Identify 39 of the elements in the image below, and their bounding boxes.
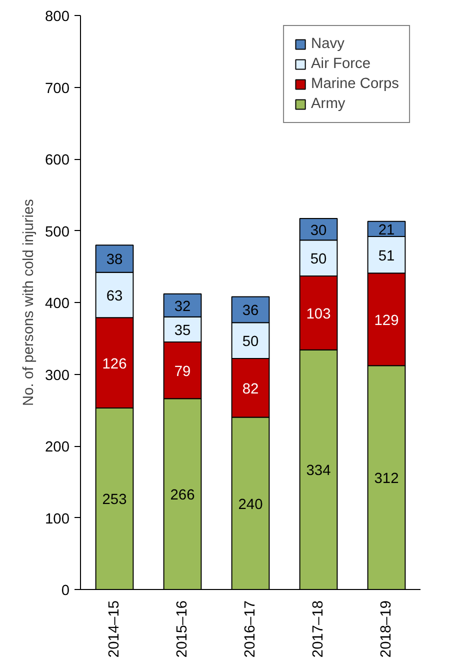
data-label: 50 bbox=[310, 252, 327, 268]
data-label: 240 bbox=[238, 496, 263, 513]
y-tick-label: 500 bbox=[45, 224, 70, 240]
y-tick-label: 600 bbox=[45, 152, 70, 168]
data-label: 79 bbox=[174, 364, 191, 380]
x-tick-label: 2018–19 bbox=[378, 600, 394, 658]
legend-label: Air Force bbox=[311, 56, 370, 72]
y-tick-label: 200 bbox=[45, 440, 70, 456]
data-label: 35 bbox=[174, 322, 191, 339]
legend-label: Marine Corps bbox=[311, 76, 399, 92]
x-tick-label: 2014–15 bbox=[106, 600, 122, 658]
x-tick-label: 2015–16 bbox=[174, 600, 190, 658]
y-tick-label: 300 bbox=[45, 368, 70, 384]
y-tick-label: 0 bbox=[61, 583, 70, 599]
data-label: 21 bbox=[378, 222, 395, 238]
y-tick-label: 100 bbox=[45, 511, 70, 528]
y-tick-label: 800 bbox=[45, 9, 70, 25]
data-label: 63 bbox=[106, 288, 123, 304]
x-tick-label: 2016–17 bbox=[242, 600, 258, 658]
legend-label: Navy bbox=[311, 36, 344, 52]
data-label: 266 bbox=[170, 488, 195, 504]
data-label: 30 bbox=[310, 222, 327, 239]
data-label: 38 bbox=[106, 252, 123, 268]
y-tick-label: 400 bbox=[45, 296, 70, 312]
data-label: 312 bbox=[374, 471, 399, 488]
data-label: 334 bbox=[306, 463, 331, 480]
data-label: 36 bbox=[242, 303, 259, 320]
y-axis-title: No. of persons with cold injuries bbox=[21, 199, 38, 406]
x-tick-label: 2017–18 bbox=[310, 600, 326, 658]
data-label: 51 bbox=[378, 248, 395, 264]
data-label: 129 bbox=[374, 312, 399, 329]
data-label: 50 bbox=[242, 334, 259, 350]
y-tick-label: 700 bbox=[45, 80, 70, 97]
data-label: 82 bbox=[242, 381, 259, 398]
legend-label: Army bbox=[311, 96, 346, 112]
data-label: 253 bbox=[102, 492, 127, 508]
data-label: 126 bbox=[102, 356, 127, 372]
data-label: 103 bbox=[306, 306, 331, 322]
data-label: 32 bbox=[174, 298, 191, 315]
